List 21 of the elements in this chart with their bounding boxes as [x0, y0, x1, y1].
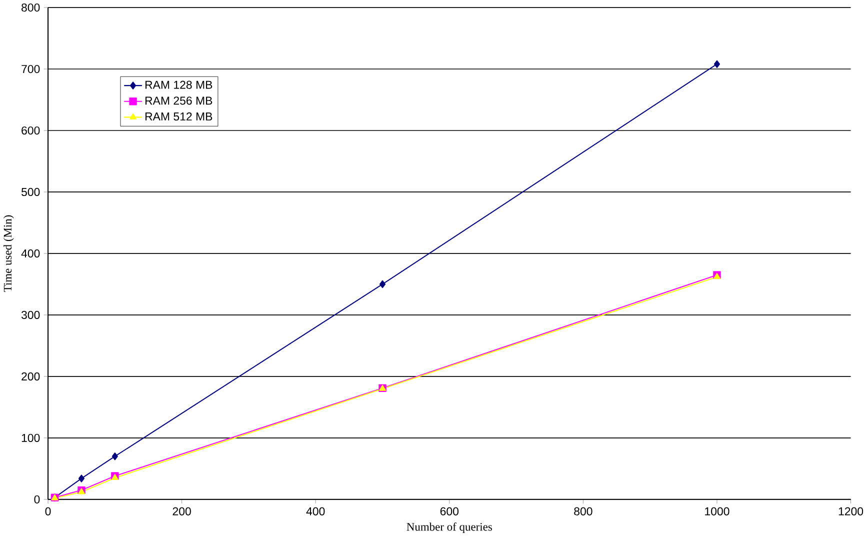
x-tick-label: 1000 — [705, 507, 730, 516]
x-tick-label: 800 — [574, 507, 592, 516]
y-tick-label: 200 — [22, 372, 40, 381]
x-tick-label: 200 — [172, 507, 191, 516]
y-tick-label: 0 — [34, 496, 40, 504]
y-tick-label: 600 — [22, 126, 40, 135]
legend-label: RAM 512 MB — [145, 112, 212, 121]
y-axis-title: Time used (Min) — [3, 216, 14, 292]
x-tick-label: 0 — [45, 507, 51, 516]
y-tick-label: 300 — [21, 311, 40, 320]
legend-label: RAM 128 MB — [145, 81, 212, 90]
y-tick-label: 400 — [21, 250, 40, 258]
y-tick-label: 500 — [21, 188, 40, 196]
y-tick-label: 800 — [22, 4, 40, 12]
x-axis-title: Number of queries — [406, 522, 492, 534]
y-tick-label: 100 — [22, 434, 40, 442]
legend-label: RAM 256 MB — [145, 96, 212, 105]
x-tick-label: 600 — [440, 507, 459, 516]
x-tick-label: 400 — [306, 507, 325, 516]
y-tick-label: 700 — [22, 65, 40, 74]
x-tick-label: 1200 — [838, 507, 864, 516]
